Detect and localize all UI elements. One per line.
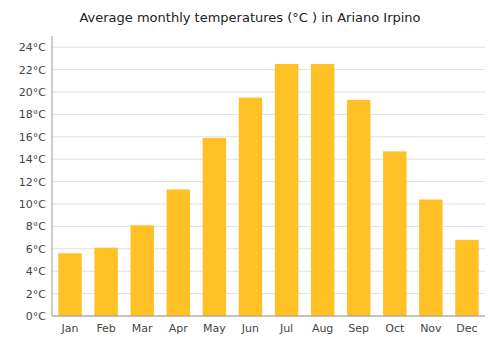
x-tick-label: Sep	[348, 322, 369, 335]
bar	[455, 240, 478, 316]
y-tick-label: 12°C	[19, 176, 46, 189]
y-tick-label: 14°C	[19, 153, 46, 166]
y-tick-label: 24°C	[19, 41, 46, 54]
bar	[167, 189, 190, 316]
bar	[347, 100, 370, 316]
grid-line	[52, 136, 485, 137]
grid-line	[52, 47, 485, 48]
page: {"chart_data": {"type": "bar", "title": …	[0, 0, 500, 350]
y-tick-label: 10°C	[19, 198, 46, 211]
bars	[58, 64, 478, 316]
y-tick-label: 18°C	[19, 108, 46, 121]
x-tick-label: Feb	[96, 322, 115, 335]
bar	[311, 64, 334, 316]
grid-line	[52, 69, 485, 70]
x-tick-label: Dec	[456, 322, 477, 335]
grid-line	[52, 92, 485, 93]
y-tick-label: 16°C	[19, 131, 46, 144]
bar	[203, 138, 226, 316]
grid-line	[52, 316, 485, 317]
grid-line	[52, 114, 485, 115]
x-tick-label: Oct	[385, 322, 405, 335]
y-tick-label: 8°C	[26, 220, 46, 233]
x-tick-label: Jul	[279, 322, 293, 335]
y-tick-label: 6°C	[26, 243, 46, 256]
grid-line	[52, 181, 485, 182]
bar	[239, 98, 262, 316]
y-axis-line	[52, 36, 53, 316]
y-tick-label: 2°C	[26, 288, 46, 301]
bar	[419, 200, 442, 316]
y-tick-label: 0°C	[26, 310, 46, 323]
x-tick-label: Jan	[61, 322, 79, 335]
bar	[383, 151, 406, 316]
x-tick-label: Aug	[312, 322, 333, 335]
y-tick-label: 22°C	[19, 64, 46, 77]
title: Average monthly temperatures (°C ) in Ar…	[79, 10, 420, 25]
chart: Average monthly temperatures (°C ) in Ar…	[0, 0, 500, 350]
x-tick-label: Nov	[420, 322, 442, 335]
x-axis: Jan Feb Mar Apr May Jun Jul Aug Sep Oct Nov Dec	[61, 322, 478, 335]
x-tick-label: Jun	[241, 322, 259, 335]
bar	[130, 225, 153, 316]
bar	[94, 248, 117, 316]
y-tick-label: 4°C	[26, 265, 46, 278]
y-axis: 0°C 2°C 4°C 6°C 8°C 10°C 12°C 14°C 16°C 18°C 20°C 2…	[19, 41, 485, 323]
x-tick-label: Apr	[169, 322, 189, 335]
bar	[58, 253, 81, 316]
grid-line	[52, 159, 485, 160]
x-tick-label: May	[203, 322, 226, 335]
x-tick-label: Mar	[132, 322, 153, 335]
bar	[275, 64, 298, 316]
x-axis-line	[52, 316, 485, 317]
y-tick-label: 20°C	[19, 86, 46, 99]
